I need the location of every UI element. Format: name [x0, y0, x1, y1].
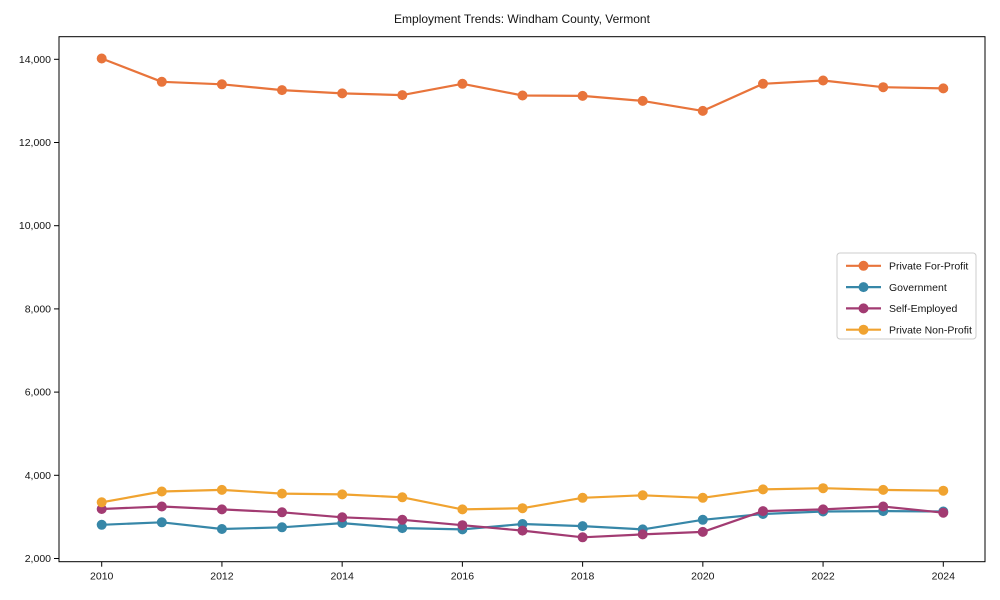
data-point-self-employed-2016 [457, 520, 468, 531]
data-point-self-employed-2012 [216, 504, 227, 515]
data-point-self-employed-2021 [758, 506, 768, 517]
legend-item-self-employed: Self-Employed [846, 303, 957, 315]
legend-marker [858, 324, 869, 335]
data-point-private-for-profit-2011 [156, 76, 167, 87]
x-tick-label: 2010 [90, 571, 114, 583]
data-point-private-for-profit-2015 [397, 90, 408, 101]
series-layer [96, 53, 949, 543]
legend-item-government: Government [846, 282, 947, 294]
data-point-self-employed-2014 [337, 512, 348, 523]
y-tick-label: 14,000 [19, 54, 51, 66]
data-point-government-2012 [216, 524, 227, 534]
data-point-private-non-profit-2011 [156, 486, 167, 497]
data-point-private-for-profit-2013 [277, 85, 287, 96]
data-point-private-non-profit-2017 [517, 503, 528, 514]
data-point-self-employed-2024 [938, 507, 949, 518]
data-point-government-2015 [397, 523, 408, 534]
x-tick-label: 2018 [571, 571, 595, 583]
legend-box [836, 252, 977, 340]
data-point-private-for-profit-2020 [697, 105, 708, 116]
data-point-self-employed-2013 [277, 507, 287, 518]
data-point-private-non-profit-2013 [277, 488, 287, 499]
y-tick-label: 10,000 [19, 220, 51, 232]
data-point-private-for-profit-2010 [96, 53, 107, 64]
x-tick-label: 2012 [210, 571, 234, 583]
data-point-self-employed-2020 [697, 526, 708, 537]
legend-marker [858, 303, 869, 314]
legend: Private For-Profit Government Self-Employe… [836, 252, 977, 340]
chart-title: Employment Trends: Windham County, Vermo… [394, 12, 651, 26]
legend-label: Private For-Profit [889, 261, 968, 273]
x-tick-label: 2024 [932, 571, 956, 583]
data-point-private-non-profit-2010 [96, 497, 107, 508]
data-point-government-2011 [156, 517, 167, 528]
data-point-private-non-profit-2016 [457, 504, 468, 515]
legend-item-private-for-profit: Private For-Profit [846, 261, 968, 273]
data-point-private-non-profit-2022 [818, 483, 829, 494]
series-private-for-profit [96, 53, 949, 116]
legend-label: Private Non-Profit [889, 325, 972, 337]
data-point-private-for-profit-2022 [818, 75, 829, 86]
series-line-private-for-profit [100, 57, 945, 113]
data-point-private-for-profit-2024 [938, 83, 949, 94]
x-tick-label: 2020 [691, 571, 715, 583]
x-tick-label: 2014 [330, 571, 354, 583]
data-point-government-2018 [577, 521, 588, 532]
axes-layer: 2,000 4,000 6,000 8,000 10,000 12,000 14,000 20… [19, 36, 986, 583]
data-point-private-for-profit-2023 [878, 82, 889, 93]
legend-marker [858, 260, 869, 271]
data-point-private-non-profit-2023 [878, 484, 889, 495]
data-point-government-2020 [697, 514, 708, 525]
data-point-private-non-profit-2015 [397, 492, 408, 503]
data-point-private-for-profit-2016 [457, 78, 468, 89]
x-tick-label: 2022 [811, 571, 835, 583]
data-point-private-non-profit-2024 [938, 485, 949, 496]
data-point-private-for-profit-2021 [758, 78, 768, 89]
y-tick-label: 4,000 [25, 470, 51, 482]
data-point-private-for-profit-2014 [337, 88, 348, 99]
data-point-government-2013 [277, 522, 287, 533]
data-point-private-non-profit-2012 [216, 484, 227, 495]
data-point-self-employed-2022 [818, 504, 829, 515]
legend-label: Government [889, 282, 947, 294]
plot-frame [58, 36, 986, 563]
series-self-employed [96, 501, 949, 543]
data-point-private-for-profit-2012 [216, 79, 227, 90]
data-point-private-for-profit-2019 [637, 95, 648, 106]
data-point-self-employed-2019 [637, 529, 648, 540]
data-point-private-non-profit-2019 [637, 490, 648, 501]
y-tick-label: 12,000 [19, 137, 51, 149]
data-point-self-employed-2015 [397, 514, 408, 525]
legend-marker [858, 282, 869, 293]
data-point-private-non-profit-2021 [758, 484, 768, 495]
data-point-self-employed-2017 [517, 525, 528, 536]
y-tick-label: 2,000 [25, 553, 51, 565]
data-point-self-employed-2023 [878, 501, 889, 512]
data-point-private-for-profit-2018 [577, 90, 588, 101]
y-tick-label: 6,000 [25, 387, 51, 399]
data-point-private-for-profit-2017 [517, 90, 528, 101]
legend-label: Self-Employed [889, 303, 957, 315]
data-point-private-non-profit-2014 [337, 489, 348, 500]
x-tick-label: 2016 [451, 571, 475, 583]
data-point-self-employed-2011 [156, 501, 167, 512]
series-private-non-profit [96, 483, 949, 515]
y-tick-label: 8,000 [25, 303, 51, 315]
data-point-private-non-profit-2018 [577, 492, 588, 503]
legend-item-private-non-profit: Private Non-Profit [846, 325, 972, 337]
data-point-private-non-profit-2020 [697, 492, 708, 503]
data-point-government-2010 [96, 519, 107, 530]
data-point-self-employed-2018 [577, 532, 588, 543]
